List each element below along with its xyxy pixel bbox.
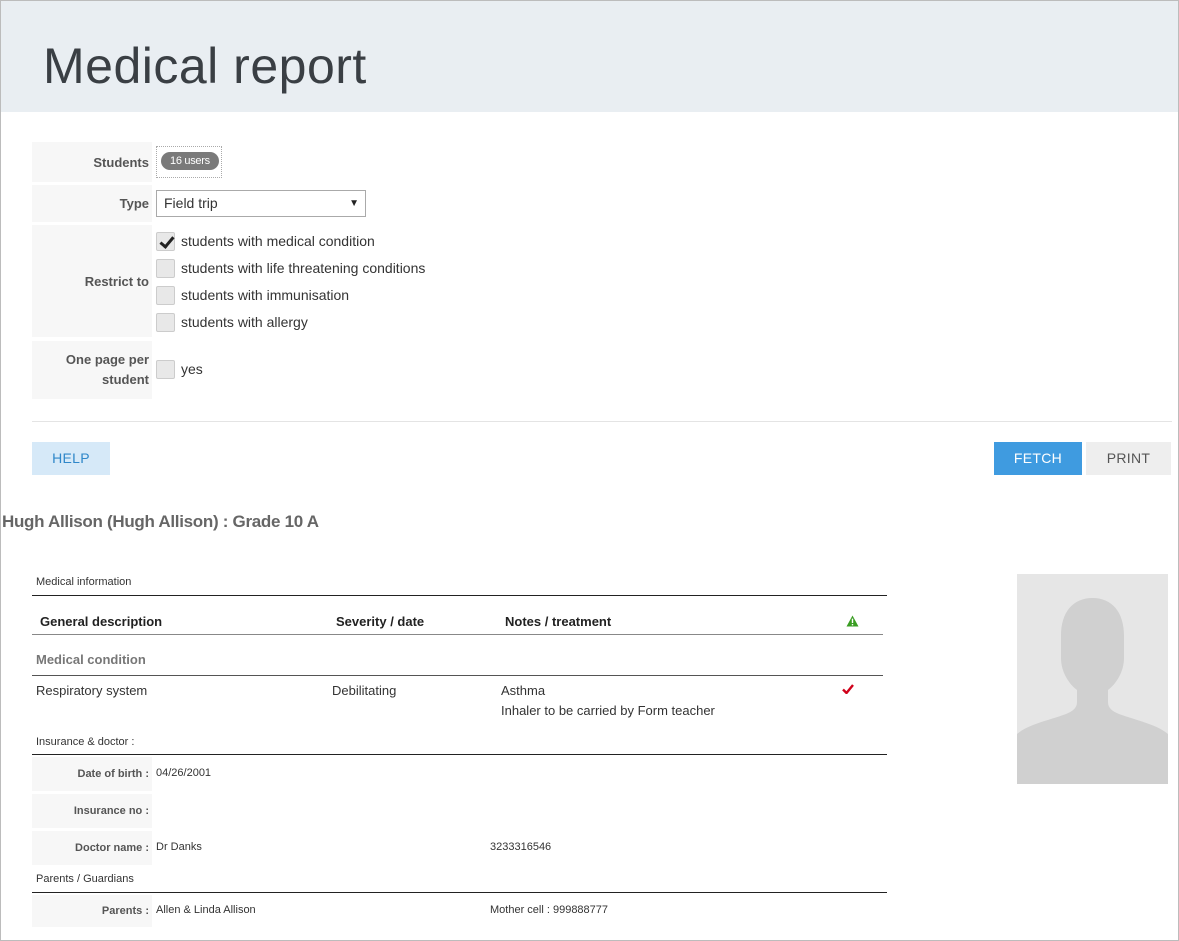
page-title: Medical report (43, 38, 367, 94)
parents-value: Allen & Linda Allison (156, 904, 256, 916)
restrict-option-medical[interactable]: students with medical condition (156, 231, 375, 251)
medical-info-label: Medical information (36, 576, 132, 588)
header-divider (32, 634, 883, 635)
divider (32, 421, 1172, 422)
checkbox-medical-condition[interactable] (156, 231, 175, 251)
cell-notes: Asthma (501, 683, 546, 698)
section-divider (32, 754, 887, 755)
fetch-button[interactable]: FETCH (994, 442, 1082, 475)
cell-description: Respiratory system (36, 683, 148, 698)
doctor-value: Dr Danks (156, 841, 202, 853)
dob-value: 04/26/2001 (156, 767, 212, 779)
one-page-label-text: One page per student (65, 352, 149, 387)
doctor-phone: 3233316546 (490, 841, 552, 853)
restrict-label: Restrict to (32, 225, 152, 337)
dob-label: Date of birth : (32, 757, 152, 791)
cell-treatment: Inhaler to be carried by Form teacher (501, 703, 715, 718)
students-label: Students (32, 142, 152, 182)
checkbox-immunisation[interactable] (156, 285, 175, 305)
checkbox-allergy[interactable] (156, 312, 175, 332)
checkbox-label: yes (181, 361, 203, 377)
restrict-option-life-threatening[interactable]: students with life threatening condition… (156, 258, 425, 278)
students-count-pill[interactable]: 16 users (161, 152, 219, 170)
parents-section-label: Parents / Guardians (36, 873, 134, 885)
doctor-label: Doctor name : (32, 831, 152, 865)
type-select[interactable]: Field trip ▼ (156, 190, 366, 217)
checkbox-one-page[interactable] (156, 359, 175, 379)
students-selector[interactable]: 16 users (156, 146, 222, 178)
type-select-value: Field trip (164, 195, 218, 211)
column-header-severity: Severity / date (336, 614, 425, 629)
print-button[interactable]: PRINT (1086, 442, 1171, 475)
restrict-option-allergy[interactable]: students with allergy (156, 312, 308, 332)
avatar-placeholder-icon (1017, 598, 1168, 784)
type-label: Type (32, 185, 152, 222)
insurance-no-label: Insurance no : (32, 794, 152, 828)
column-header-description: General description (40, 614, 163, 629)
checkbox-label: students with life threatening condition… (181, 260, 426, 276)
checkbox-label: students with medical condition (181, 233, 375, 249)
student-title: Hugh Allison (Hugh Allison) : Grade 10 A (2, 512, 319, 531)
restrict-option-immunisation[interactable]: students with immunisation (156, 285, 349, 305)
check-icon (842, 684, 854, 694)
dropdown-arrow-icon: ▼ (349, 198, 359, 209)
parents-label: Parents : (32, 895, 152, 927)
medical-condition-heading: Medical condition (36, 652, 146, 667)
mother-cell: Mother cell : 999888777 (490, 904, 609, 916)
section-divider (32, 892, 887, 893)
one-page-label: One page per student (32, 341, 152, 399)
page-header: Medical report (1, 1, 1178, 112)
help-button[interactable]: HELP (32, 442, 110, 475)
warning-triangle-icon (846, 615, 859, 627)
condition-divider (32, 675, 883, 676)
checkbox-label: students with allergy (181, 314, 308, 330)
checkbox-life-threatening[interactable] (156, 258, 175, 278)
cell-severity: Debilitating (332, 683, 397, 698)
column-header-notes: Notes / treatment (505, 614, 612, 629)
checkbox-label: students with immunisation (181, 287, 350, 303)
one-page-option[interactable]: yes (156, 359, 203, 379)
section-divider (32, 595, 887, 596)
insurance-label: Insurance & doctor : (36, 736, 135, 748)
avatar (1017, 574, 1168, 784)
